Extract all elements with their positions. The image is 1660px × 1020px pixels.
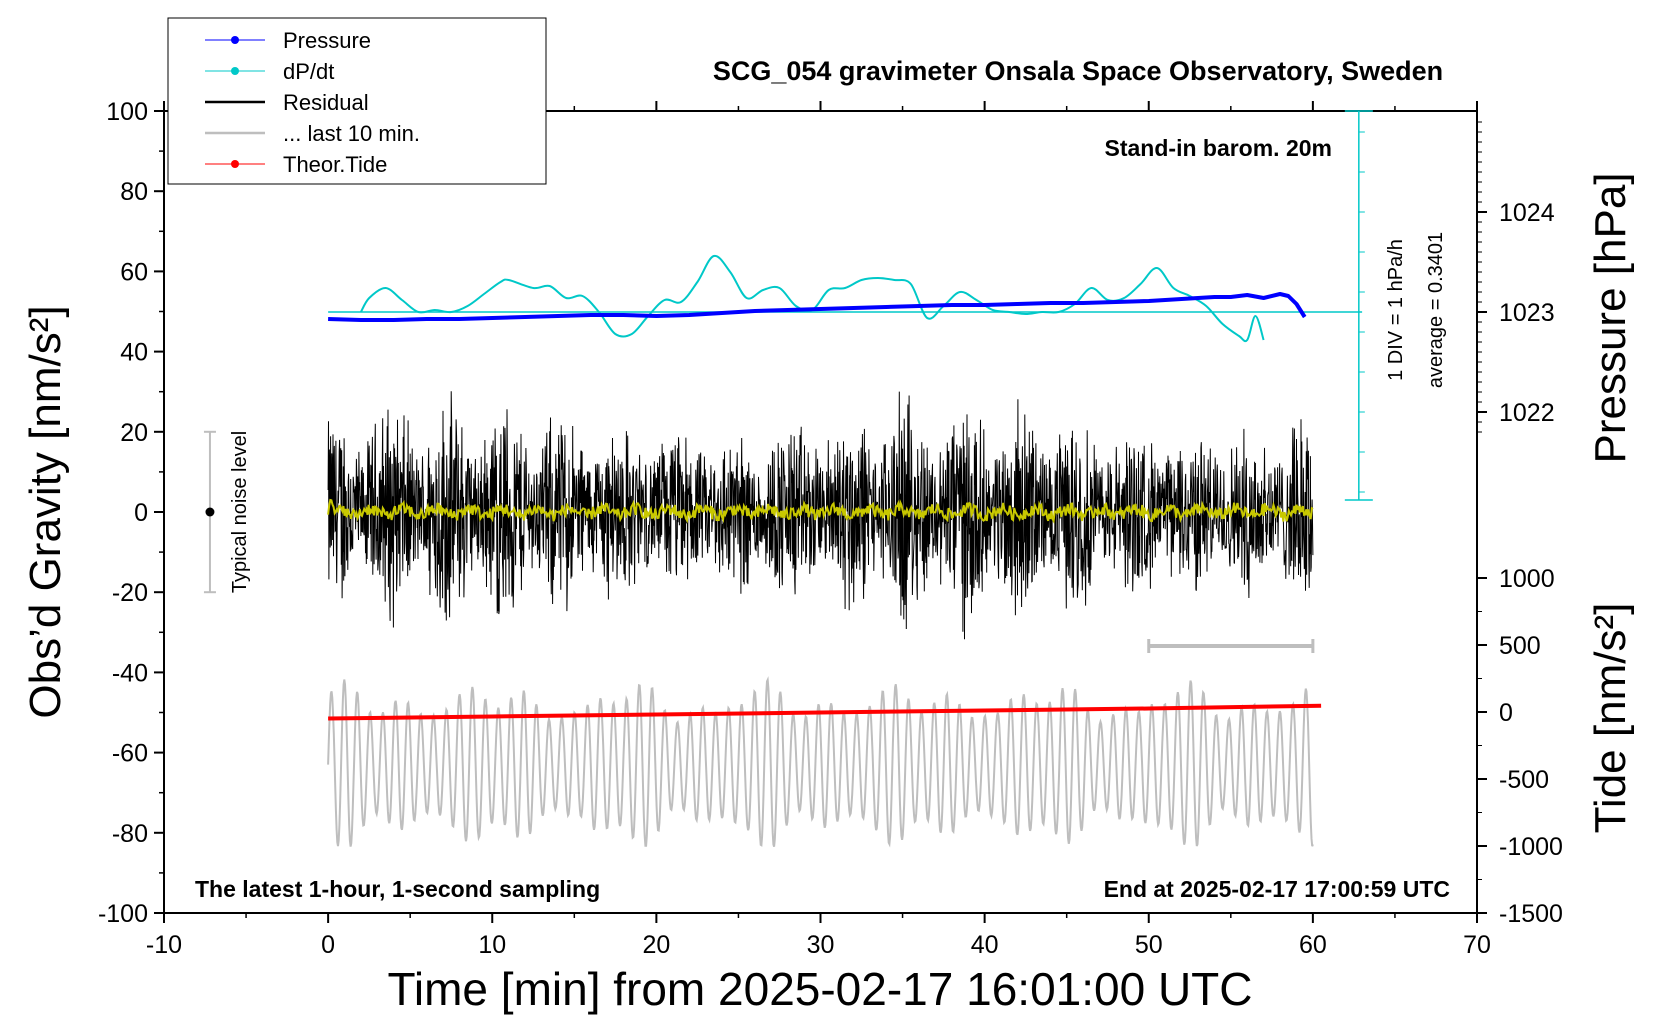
x-axis-label: Time [min] from 2025-02-17 16:01:00 UTC [388,963,1253,1015]
legend-marker [231,36,239,44]
average-note: average = 0.3401 [1425,232,1447,388]
dpdt-line [360,254,1265,343]
y-axis-label-pressure: Pressure [hPa] [1586,172,1635,463]
legend-label: Pressure [283,28,371,53]
x-tick-label: 0 [321,931,335,959]
series-pressure [328,292,1307,322]
legend-label: Theor.Tide [283,152,387,177]
tide-tick-label: 0 [1499,699,1513,727]
y-tick-label: -20 [112,579,148,607]
noise-level-center-dot [205,507,215,517]
legend-label: dP/dt [283,59,334,84]
y-tick-label: -100 [98,900,148,928]
legend-label: ... last 10 min. [283,121,420,146]
tide-tick-label: -1000 [1499,833,1563,861]
legend-marker [231,160,239,168]
pressure-line [328,292,1307,322]
y-tick-label: 80 [120,178,148,206]
y-axis-label-left: Obs’d Gravity [nm/s²] [21,305,70,718]
tide-tick-label: 1000 [1499,565,1555,593]
series-dpdt [328,110,1373,501]
footer-right-note: End at 2025-02-17 17:00:59 UTC [1104,876,1450,902]
residual-line [327,391,1314,640]
scale-note: 1 DIV = 1 hPa/h [1385,239,1407,381]
pressure-tick-label: 1022 [1499,399,1555,427]
x-tick-label: 20 [642,931,670,959]
barometer-note: Stand-in barom. 20m [1105,135,1332,161]
pressure-tick-label: 1024 [1499,199,1555,227]
series-theoretical-tide [328,703,1322,721]
tide-tick-label: -1500 [1499,900,1563,928]
x-tick-label: 30 [807,931,835,959]
tide-tick-label: 500 [1499,632,1541,660]
auxiliary-marks [203,430,1315,653]
x-tick-label: 10 [478,931,506,959]
chart-title: SCG_054 gravimeter Onsala Space Observat… [713,56,1443,86]
legend-marker [231,67,239,75]
y-tick-label: -60 [112,740,148,768]
x-tick-label: 50 [1135,931,1163,959]
legend-label: Residual [283,90,369,115]
x-tick-label: 70 [1463,931,1491,959]
series-last-10-min [327,676,1314,848]
residual-smoothed-line [327,498,1314,525]
y-tick-label: 100 [106,98,148,126]
axis-ticks: -10 0 10 20 30 40 50 60 70-100-80-60-40-20020406… [98,98,1563,959]
y-tick-label: 20 [120,419,148,447]
series-residual [327,391,1314,640]
x-tick-label: 60 [1299,931,1327,959]
y-tick-label: -80 [112,820,148,848]
footer-left-note: The latest 1-hour, 1-second sampling [195,876,600,902]
last-10-min-line [327,676,1314,848]
x-tick-label: -10 [146,931,182,959]
y-tick-label: 60 [120,258,148,286]
y-axis-label-tide: Tide [nm/s²] [1586,603,1635,834]
theoretical-tide-line [328,703,1322,721]
y-tick-label: -40 [112,659,148,687]
series-residual-smoothed [327,498,1314,525]
pressure-tick-label: 1023 [1499,299,1555,327]
x-tick-label: 40 [971,931,999,959]
y-tick-label: 40 [120,339,148,367]
legend: Pressure dP/dt Residual ... last 10 min. The… [167,17,547,185]
tide-tick-label: -500 [1499,766,1549,794]
y-tick-label: 0 [134,499,148,527]
noise-level-label: Typical noise level [229,431,251,593]
